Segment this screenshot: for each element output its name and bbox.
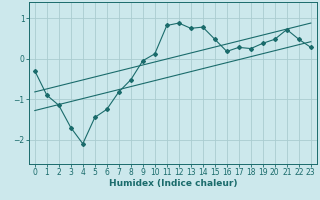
X-axis label: Humidex (Indice chaleur): Humidex (Indice chaleur) xyxy=(108,179,237,188)
